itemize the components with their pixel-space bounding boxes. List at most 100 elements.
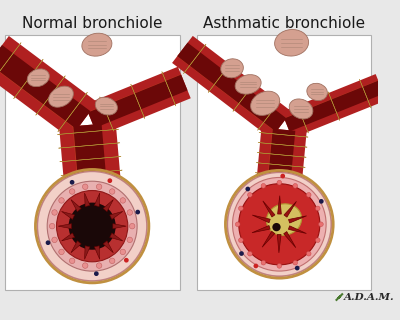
Circle shape <box>52 210 57 215</box>
Polygon shape <box>252 215 270 223</box>
Ellipse shape <box>251 91 280 116</box>
Polygon shape <box>59 123 120 182</box>
Circle shape <box>110 189 115 194</box>
Polygon shape <box>263 201 275 217</box>
Polygon shape <box>184 44 206 74</box>
Polygon shape <box>162 72 176 106</box>
Polygon shape <box>282 74 386 138</box>
Polygon shape <box>88 74 183 117</box>
Circle shape <box>316 206 320 211</box>
Circle shape <box>68 203 116 250</box>
Polygon shape <box>284 232 296 248</box>
Circle shape <box>238 238 243 243</box>
Polygon shape <box>288 216 307 223</box>
Circle shape <box>52 237 57 243</box>
Polygon shape <box>94 193 100 206</box>
Polygon shape <box>268 129 295 181</box>
Circle shape <box>94 271 99 276</box>
Circle shape <box>277 180 282 185</box>
Polygon shape <box>177 43 286 132</box>
Circle shape <box>49 223 55 229</box>
Polygon shape <box>59 143 120 148</box>
Circle shape <box>306 251 311 256</box>
Circle shape <box>238 206 243 211</box>
Polygon shape <box>88 75 188 128</box>
Polygon shape <box>208 63 231 92</box>
Circle shape <box>319 199 324 204</box>
Circle shape <box>248 193 252 197</box>
Polygon shape <box>61 170 122 175</box>
Polygon shape <box>131 84 145 118</box>
Circle shape <box>70 258 75 264</box>
Polygon shape <box>58 129 118 134</box>
Circle shape <box>59 198 64 203</box>
Circle shape <box>120 249 126 255</box>
Polygon shape <box>62 212 75 220</box>
Polygon shape <box>277 235 281 253</box>
Circle shape <box>232 178 326 271</box>
Ellipse shape <box>307 83 328 100</box>
Polygon shape <box>360 79 371 108</box>
Polygon shape <box>71 241 81 253</box>
Polygon shape <box>268 129 280 180</box>
Polygon shape <box>0 43 21 82</box>
Circle shape <box>318 222 323 227</box>
Circle shape <box>37 171 147 281</box>
Polygon shape <box>278 196 281 214</box>
Ellipse shape <box>275 29 308 56</box>
Polygon shape <box>103 200 113 212</box>
Polygon shape <box>113 224 126 229</box>
Circle shape <box>227 172 331 276</box>
Polygon shape <box>255 173 304 177</box>
Circle shape <box>239 184 320 265</box>
Polygon shape <box>177 52 279 132</box>
Polygon shape <box>58 224 72 229</box>
Circle shape <box>293 260 298 265</box>
Polygon shape <box>62 233 75 241</box>
Circle shape <box>127 210 132 215</box>
Polygon shape <box>71 200 81 212</box>
Circle shape <box>239 251 244 256</box>
Polygon shape <box>100 97 114 131</box>
Polygon shape <box>256 163 305 167</box>
Circle shape <box>110 258 115 264</box>
Circle shape <box>130 223 135 229</box>
Polygon shape <box>110 212 123 220</box>
Circle shape <box>96 184 102 189</box>
Polygon shape <box>172 36 292 139</box>
Polygon shape <box>94 246 100 259</box>
Circle shape <box>82 263 88 268</box>
Polygon shape <box>259 132 308 137</box>
Circle shape <box>70 189 75 194</box>
Circle shape <box>306 193 311 197</box>
Text: A.D.A.M.: A.D.A.M. <box>344 293 395 302</box>
Polygon shape <box>252 226 270 233</box>
Text: Normal bronchiole: Normal bronchiole <box>22 16 162 31</box>
Circle shape <box>96 263 102 268</box>
Ellipse shape <box>48 86 73 107</box>
Polygon shape <box>233 82 255 111</box>
Polygon shape <box>14 59 43 99</box>
Circle shape <box>248 251 252 256</box>
Ellipse shape <box>82 33 112 56</box>
Polygon shape <box>288 226 306 234</box>
Polygon shape <box>257 128 307 182</box>
Polygon shape <box>85 67 191 136</box>
Circle shape <box>261 183 266 188</box>
Ellipse shape <box>289 99 313 119</box>
Polygon shape <box>84 193 90 206</box>
Polygon shape <box>0 45 90 129</box>
Circle shape <box>82 184 88 189</box>
Polygon shape <box>328 92 340 120</box>
Ellipse shape <box>27 69 49 87</box>
Polygon shape <box>60 156 121 162</box>
Polygon shape <box>284 80 380 123</box>
Polygon shape <box>110 233 123 241</box>
Circle shape <box>59 249 64 255</box>
Circle shape <box>135 210 140 214</box>
Circle shape <box>261 260 266 265</box>
Circle shape <box>127 237 132 243</box>
Polygon shape <box>73 125 87 181</box>
Circle shape <box>246 187 250 191</box>
Circle shape <box>120 198 126 203</box>
